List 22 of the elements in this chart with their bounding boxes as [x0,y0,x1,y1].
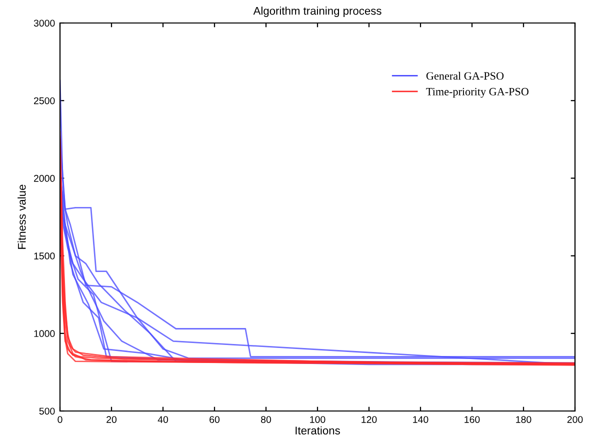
legend-label: General GA-PSO [426,72,504,80]
legend-label: Time-priority GA-PSO [426,88,528,98]
y-tick-label: 1500 [34,252,55,260]
x-tick-label: 160 [464,416,480,423]
x-tick-label: 140 [413,416,428,423]
x-tick-label: 200 [567,416,583,423]
chart-title: Algorithm training process [253,6,382,17]
x-tick-label: 180 [516,416,532,423]
y-axis-title: Fitness value [18,184,26,249]
x-tick-label: 80 [261,416,272,423]
y-tick-label: 2000 [34,174,55,182]
y-tick-label: 2500 [34,97,55,104]
x-tick-label: 40 [158,416,168,423]
y-tick-label: 500 [39,408,55,415]
y-tick-label: 1000 [34,330,55,338]
x-tick-label: 120 [362,416,377,423]
y-tick-label: 3000 [34,20,55,27]
x-tick-label: 20 [106,416,117,423]
x-axis-title: Iterations [296,426,340,434]
x-tick-label: 60 [210,416,220,423]
x-tick-label: 0 [58,416,62,423]
x-tick-label: 100 [310,416,326,423]
